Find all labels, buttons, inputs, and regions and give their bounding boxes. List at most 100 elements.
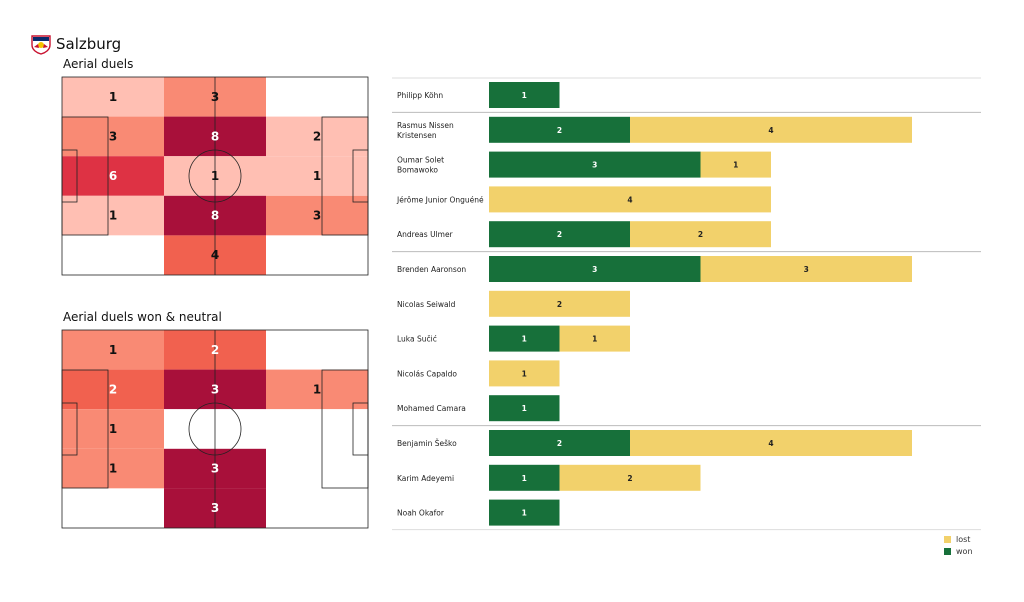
heatmap-1-value-label: 1 [109, 209, 117, 223]
bar-won [489, 256, 701, 282]
pitch-lines [61, 329, 369, 529]
center-circle [188, 402, 242, 456]
heatmap-2-value-label: 2 [109, 382, 117, 396]
bar-won [489, 395, 560, 422]
bar-won-label: 3 [592, 265, 597, 274]
heatmap-1-value-label: 8 [211, 129, 219, 143]
bar-lost [489, 290, 630, 317]
bar-lost-label: 4 [627, 195, 632, 204]
heatmap-1: 1 3 3 8 2 6 1 1 1 8 3 4 [61, 76, 369, 276]
bar-lost [559, 464, 701, 491]
heatmap-2-cell [62, 448, 164, 489]
heatmap-1-value-label: 3 [109, 129, 117, 143]
player-name-label: Kristensen [397, 131, 437, 140]
player-name-label: Jérôme Junior Onguéné [396, 195, 484, 204]
bar-won [489, 116, 630, 143]
bar-lost-label: 4 [768, 439, 773, 448]
player-name-label: Brenden Aaronson [397, 265, 466, 274]
bar-won-label: 1 [522, 335, 527, 344]
heatmap-1-value-label: 1 [313, 169, 321, 183]
bar-lost [489, 186, 771, 213]
bar-won [489, 325, 560, 352]
heatmap-2-cell [266, 488, 368, 528]
bar-lost-label: 2 [698, 230, 703, 239]
heatmap-1-cell [266, 195, 368, 236]
heatmap-2-value-label: 2 [211, 343, 219, 357]
heatmap-1-value-label: 1 [109, 90, 117, 104]
heatmap-1-value-label: 3 [313, 209, 321, 223]
legend-swatch-won [944, 547, 951, 555]
heatmap-2-value-label: 3 [211, 501, 219, 515]
right-six-yard-box [352, 402, 369, 456]
heatmap-2-value-label: 1 [109, 343, 117, 357]
heatmap-2-value-label: 1 [109, 462, 117, 476]
bar-lost [700, 151, 771, 178]
heatmap-1-title: Aerial duels [63, 57, 134, 71]
legend-entry-lost: lost [944, 533, 973, 545]
heatmap-1-cell [266, 77, 368, 117]
heatmap-2-cell [62, 488, 164, 528]
left-six-yard-box [61, 402, 78, 456]
bar-won [489, 499, 560, 526]
player-name-label: Oumar Solet [397, 156, 444, 165]
heatmap-2: 1 2 2 3 1 1 1 3 3 [61, 329, 369, 529]
heatmap-1-value-label: 2 [313, 129, 321, 143]
player-name-label: Benjamin Šeško [397, 439, 457, 448]
player-name-label: Bomawoko [397, 166, 438, 175]
player-name-label: Nicolás Capaldo [397, 369, 457, 378]
player-name-label: Nicolas Seiwald [397, 300, 456, 309]
heatmap-1-cell [266, 156, 368, 196]
heatmap-2-cell [266, 369, 368, 410]
bar-won [489, 151, 701, 178]
bar-won [489, 464, 560, 491]
pitch-lines [61, 76, 369, 276]
heatmap-2-cell [62, 369, 164, 410]
red-bull-salzburg-crest-icon [31, 35, 51, 55]
heatmap-2-cell [266, 330, 368, 370]
player-name-label: Rasmus Nissen [397, 121, 454, 130]
bar-legend: lost won [944, 533, 973, 557]
team-header: Salzburg [30, 33, 121, 55]
bar-lost [630, 221, 771, 248]
bar-lost-label: 2 [557, 300, 562, 309]
heatmap-2-value-label: 3 [211, 462, 219, 476]
right-six-yard-box [352, 149, 369, 203]
heatmap-1-cell [266, 116, 368, 157]
bar-lost-label: 2 [627, 474, 632, 483]
bar-won-label: 2 [557, 230, 562, 239]
heatmap-1-cell [62, 77, 164, 117]
player-name-label: Philipp Köhn [397, 91, 443, 100]
player-name-label: Noah Okafor [397, 509, 445, 518]
bar-won-label: 1 [522, 509, 527, 518]
legend-entry-won: won [944, 545, 973, 557]
heatmap-2-cell [266, 409, 368, 449]
bar-lost [559, 325, 630, 352]
heatmap-1-value-label: 6 [109, 169, 117, 183]
heatmap-2-value-label: 3 [211, 382, 219, 396]
heatmap-1-cell [62, 156, 164, 196]
heatmap-1-value-label: 8 [211, 209, 219, 223]
player-name-label: Andreas Ulmer [397, 230, 454, 239]
bar-won-label: 2 [557, 439, 562, 448]
heatmap-1-cell [266, 235, 368, 275]
left-six-yard-box [61, 149, 78, 203]
legend-label-won: won [956, 546, 973, 556]
heatmap-2-cell [62, 330, 164, 370]
bar-lost-label: 1 [522, 369, 527, 378]
bar-won-label: 1 [522, 91, 527, 100]
bar-lost-label: 1 [592, 335, 597, 344]
bar-lost-label: 3 [804, 265, 809, 274]
player-name-label: Luka Sučić [397, 335, 437, 344]
bar-lost [630, 430, 912, 456]
heatmap-1-cell [62, 195, 164, 236]
bar-won-label: 1 [522, 474, 527, 483]
team-name: Salzburg [56, 35, 122, 53]
heatmap-2-cell [62, 409, 164, 449]
heatmap-1-cell [62, 235, 164, 275]
heatmap-1-value-label: 4 [211, 248, 219, 262]
heatmap-2-title: Aerial duels won & neutral [63, 310, 222, 324]
bar-won-label: 1 [522, 404, 527, 413]
bar-lost-label: 4 [768, 126, 773, 135]
bar-lost [630, 116, 912, 143]
